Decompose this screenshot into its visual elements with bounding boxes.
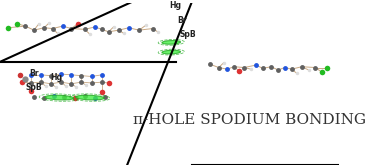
Ellipse shape <box>45 95 74 100</box>
Text: SpB: SpB <box>25 83 42 92</box>
Text: Br: Br <box>177 16 186 25</box>
Text: Hg: Hg <box>169 1 181 10</box>
Text: SpB: SpB <box>179 30 196 39</box>
Ellipse shape <box>76 95 104 100</box>
Ellipse shape <box>162 50 181 54</box>
Text: Br: Br <box>29 69 38 79</box>
Text: Hg: Hg <box>50 73 62 82</box>
Ellipse shape <box>162 41 181 44</box>
Text: π-HOLE SPODIUM BONDING: π-HOLE SPODIUM BONDING <box>133 113 366 127</box>
